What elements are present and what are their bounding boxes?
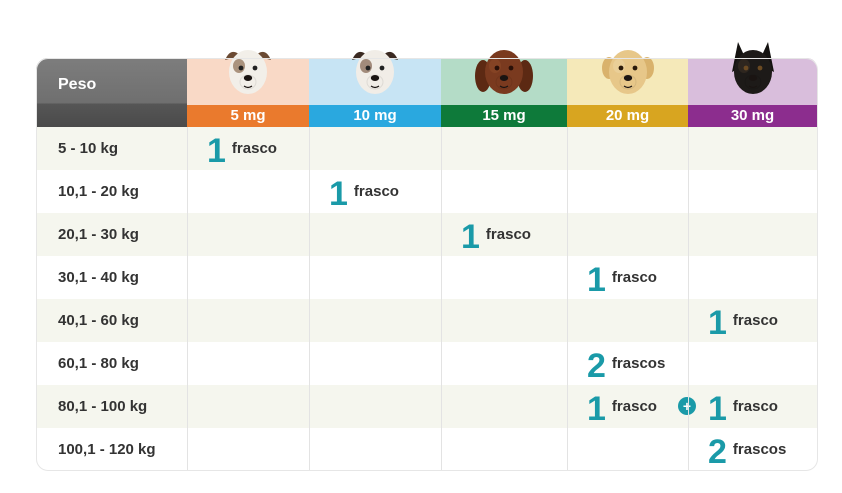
table-row: 20,1 - 30 kg 1 frasco: [36, 213, 817, 256]
dog-photo-panel: [567, 50, 688, 105]
vial-unit: frasco: [732, 312, 778, 329]
plus-icon: +: [678, 397, 696, 415]
dog-photo-panel: [309, 50, 441, 105]
brown-pointer-dog-icon: [473, 42, 535, 105]
table-row: 100,1 - 120 kg 2 frascos: [36, 428, 817, 471]
peso-header-label: Peso: [58, 76, 97, 93]
dose-entry: 1 frasco: [708, 385, 778, 428]
vial-unit: frascos: [732, 441, 787, 458]
jack-russell-dog-icon: [217, 42, 279, 105]
australian-shepherd-dog-icon: [344, 42, 406, 105]
table-row: 5 - 10 kg 1 frasco: [36, 127, 817, 170]
weight-range: 10,1 - 20 kg: [58, 183, 139, 200]
dose-entry: 2 frascos: [587, 342, 665, 385]
column-header: 10 mg: [309, 50, 441, 127]
vial-count: 1: [329, 174, 348, 213]
weight-range: 30,1 - 40 kg: [58, 269, 139, 286]
dose-entry: 1 frasco: [708, 299, 778, 342]
column-divider: [441, 127, 442, 470]
weight-range: 40,1 - 60 kg: [58, 312, 139, 329]
dose-label: 20 mg: [567, 105, 688, 127]
vial-count: 2: [587, 346, 606, 385]
dog-photo-panel: [187, 50, 309, 105]
dog-photo-panel: [688, 42, 817, 105]
labrador-dog-icon: [597, 42, 659, 105]
column-divider: [309, 127, 310, 470]
vial-count: 1: [587, 260, 606, 299]
vial-count: 2: [708, 432, 727, 471]
table-row: 30,1 - 40 kg 1 frasco: [36, 256, 817, 299]
vial-count: 1: [207, 131, 226, 170]
weight-range: 100,1 - 120 kg: [58, 441, 156, 458]
column-header: 20 mg: [567, 50, 688, 127]
vial-unit: frasco: [611, 398, 657, 415]
vial-unit: frasco: [611, 269, 657, 286]
column-divider: [688, 127, 689, 470]
table-row: 80,1 - 100 kg 1 frasco 1 frasco +: [36, 385, 817, 428]
dose-label: 30 mg: [688, 105, 817, 127]
column-header: 5 mg: [187, 50, 309, 127]
dose-label: 5 mg: [187, 105, 309, 127]
table-row: 10,1 - 20 kg 1 frasco: [36, 170, 817, 213]
weight-range: 20,1 - 30 kg: [58, 226, 139, 243]
table-row: 60,1 - 80 kg 2 frascos: [36, 342, 817, 385]
vial-unit: frasco: [353, 183, 399, 200]
vial-unit: frascos: [611, 355, 666, 372]
dose-label: 10 mg: [309, 105, 441, 127]
dose-entry: 1 frasco: [329, 170, 399, 213]
dose-entry: 2 frascos: [708, 428, 786, 471]
vial-count: 1: [708, 389, 727, 428]
weight-range: 5 - 10 kg: [58, 140, 119, 157]
dose-label: 15 mg: [441, 105, 567, 127]
column-header: 30 mg: [688, 42, 817, 127]
vial-unit: frasco: [485, 226, 531, 243]
weight-range: 80,1 - 100 kg: [58, 398, 148, 415]
column-divider: [187, 127, 188, 470]
dosage-table: Peso 5 mg 10 mg 15 mg 20 m: [36, 42, 817, 471]
dose-entry: 1 frasco: [461, 213, 531, 256]
weight-range: 60,1 - 80 kg: [58, 355, 139, 372]
vial-count: 1: [587, 389, 606, 428]
vial-count: 1: [708, 303, 727, 342]
vial-unit: frasco: [732, 398, 778, 415]
dose-entry: 1 frasco: [207, 127, 277, 170]
column-header: 15 mg: [441, 50, 567, 127]
table-row: 40,1 - 60 kg 1 frasco: [36, 299, 817, 342]
dose-entry: 1 frasco: [587, 385, 657, 428]
dog-photo-panel: [441, 50, 567, 105]
vial-unit: frasco: [231, 140, 277, 157]
peso-header: Peso: [36, 58, 187, 127]
column-divider: [567, 127, 568, 470]
vial-count: 1: [461, 217, 480, 256]
german-shepherd-dog-icon: [722, 42, 784, 105]
dose-entry: 1 frasco: [587, 256, 657, 299]
